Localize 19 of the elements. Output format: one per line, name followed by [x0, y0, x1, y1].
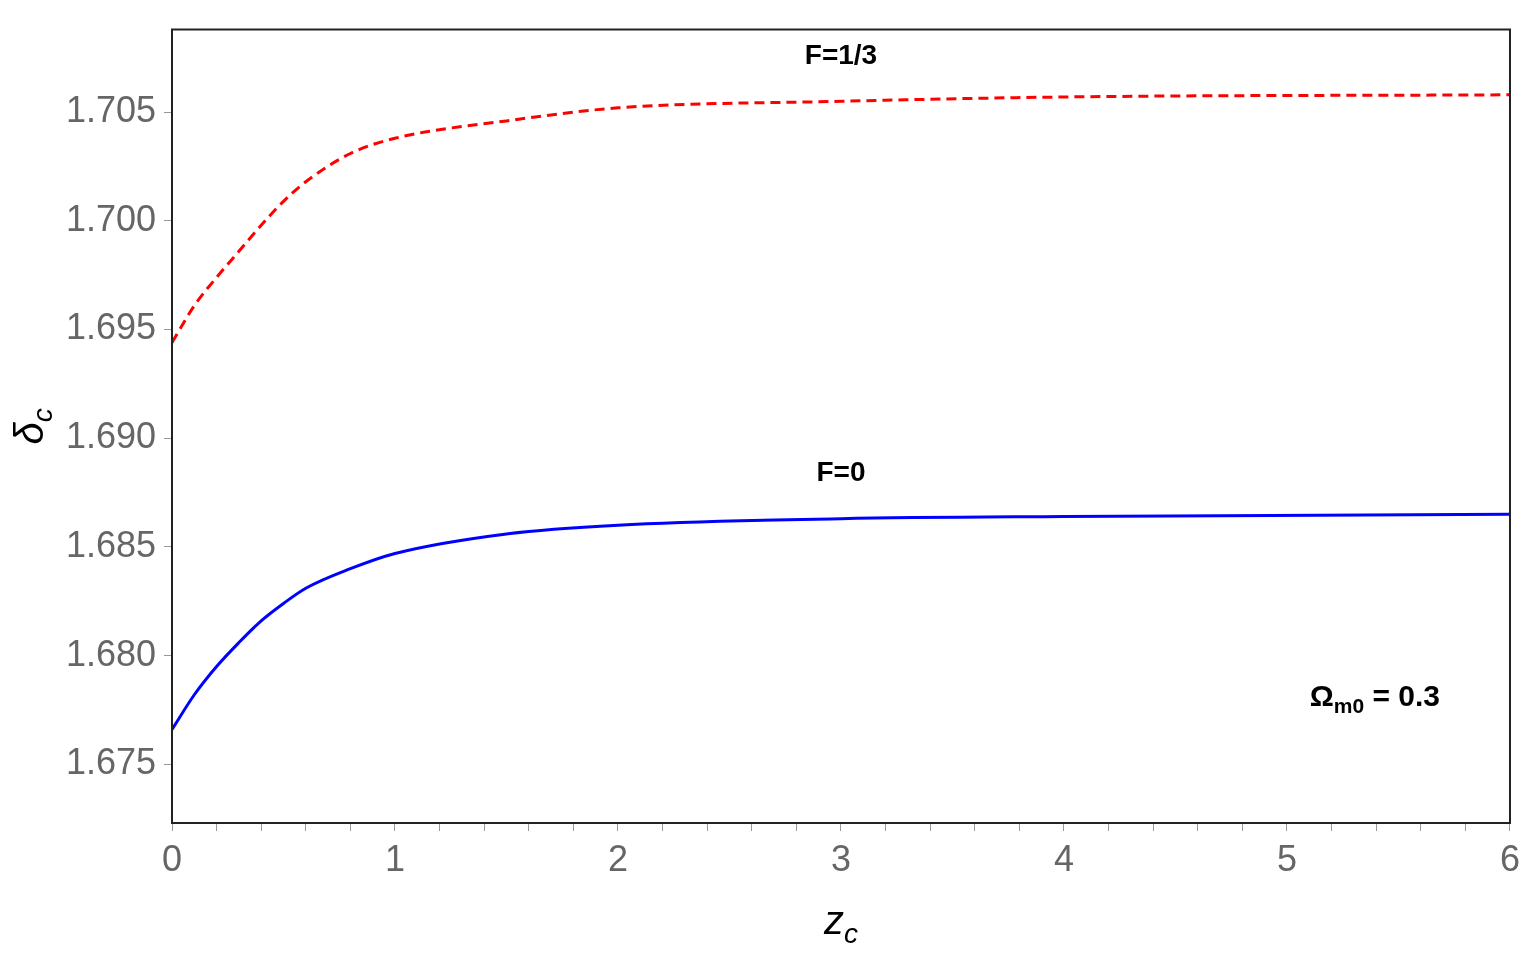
- x-tick-label: 1: [384, 837, 406, 879]
- y-tick-label: 1.685: [65, 523, 156, 565]
- x-tick-label: 4: [1053, 837, 1075, 879]
- line-series: [172, 512, 1510, 732]
- series-label: F=0: [816, 456, 866, 488]
- x-tick-label: 6: [1499, 837, 1520, 879]
- x-tick-label: 0: [161, 837, 183, 879]
- line-series: [172, 93, 1510, 345]
- y-tick-label: 1.690: [65, 415, 156, 457]
- x-tick-label: 5: [1276, 837, 1298, 879]
- y-tick-label: 1.675: [65, 741, 156, 783]
- y-tick-label: 1.695: [65, 306, 156, 348]
- y-tick-label: 1.700: [65, 197, 156, 239]
- x-tick-label: 3: [830, 837, 852, 879]
- x-tick-label: 2: [607, 837, 629, 879]
- series-label: F=1/3: [804, 39, 878, 71]
- y-tick-label: 1.705: [65, 89, 156, 131]
- y-tick-label: 1.680: [65, 632, 156, 674]
- y-axis-title: δc: [7, 408, 58, 445]
